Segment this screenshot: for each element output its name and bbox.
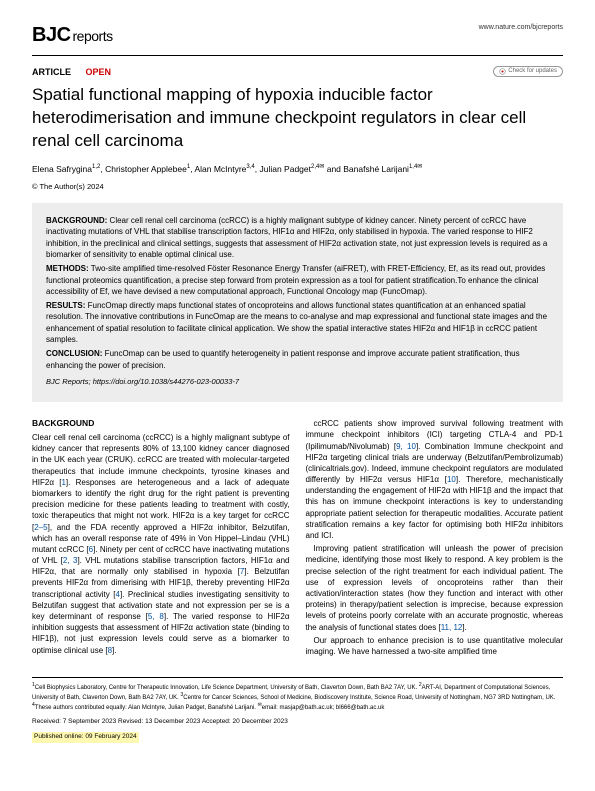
background-heading: BACKGROUND [32, 418, 290, 430]
page-container: BJCreports www.nature.com/bjcreports ART… [0, 0, 595, 767]
affiliations: 1Cell Biophysics Laboratory, Centre for … [32, 682, 563, 712]
article-type-label: ARTICLE [32, 67, 71, 77]
abstract-results-text: FuncOmap directly maps functional states… [46, 301, 547, 345]
footer: 1Cell Biophysics Laboratory, Centre for … [32, 677, 563, 743]
journal-logo: BJCreports [32, 24, 113, 47]
abstract-journal-name: BJC Reports; [46, 377, 91, 386]
col2-paragraph-3: Our approach to enhance precision is to … [306, 635, 564, 657]
abstract-conclusion-text: FuncOmap can be used to quantify heterog… [46, 349, 520, 370]
abstract-methods: METHODS: Two-site amplified time-resolve… [46, 263, 549, 298]
header-row: BJCreports www.nature.com/bjcreports [32, 24, 563, 47]
article-type-group: ARTICLE OPEN [32, 62, 111, 80]
body-columns: BACKGROUND Clear cell renal cell carcino… [32, 418, 563, 659]
column-left: BACKGROUND Clear cell renal cell carcino… [32, 418, 290, 659]
abstract-box: BACKGROUND: Clear cell renal cell carcin… [32, 203, 563, 403]
logo-sub: reports [73, 28, 113, 44]
abstract-background-text: Clear cell renal cell carcinoma (ccRCC) … [46, 216, 547, 260]
column-right: ccRCC patients show improved survival fo… [306, 418, 564, 659]
logo-main: BJC [32, 24, 71, 46]
abstract-citation: BJC Reports; https://doi.org/10.1038/s44… [46, 377, 549, 388]
publication-dates: Received: 7 September 2023 Revised: 13 D… [32, 718, 563, 727]
author-list: Elena Safrygina1,2, Christopher Applebee… [32, 163, 563, 176]
check-updates-badge[interactable]: Check for updates [493, 66, 563, 77]
col1-paragraph-1: Clear cell renal cell carcinoma (ccRCC) … [32, 432, 290, 656]
published-online: Published online: 09 February 2024 [32, 732, 139, 743]
abstract-results-label: RESULTS: [46, 301, 85, 310]
abstract-background-label: BACKGROUND: [46, 216, 107, 225]
check-updates-label: Check for updates [508, 68, 557, 74]
abstract-doi[interactable]: https://doi.org/10.1038/s44276-023-00033… [91, 377, 239, 386]
article-type-row: ARTICLE OPEN Check for updates [32, 62, 563, 80]
header-url[interactable]: www.nature.com/bjcreports [479, 24, 563, 31]
col2-paragraph-2: Improving patient stratification will un… [306, 543, 564, 633]
col2-paragraph-1: ccRCC patients show improved survival fo… [306, 418, 564, 541]
abstract-conclusion: CONCLUSION: FuncOmap can be used to quan… [46, 348, 549, 371]
abstract-methods-label: METHODS: [46, 264, 89, 273]
abstract-conclusion-label: CONCLUSION: [46, 349, 102, 358]
abstract-methods-text: Two-site amplified time-resolved Föster … [46, 264, 545, 296]
copyright-line: © The Author(s) 2024 [32, 182, 563, 191]
abstract-background: BACKGROUND: Clear cell renal cell carcin… [46, 215, 549, 261]
article-title: Spatial functional mapping of hypoxia in… [32, 84, 563, 153]
updates-icon [499, 68, 506, 75]
open-access-badge: OPEN [85, 67, 111, 77]
abstract-results: RESULTS: FuncOmap directly maps function… [46, 300, 549, 346]
header-rule [32, 55, 563, 56]
